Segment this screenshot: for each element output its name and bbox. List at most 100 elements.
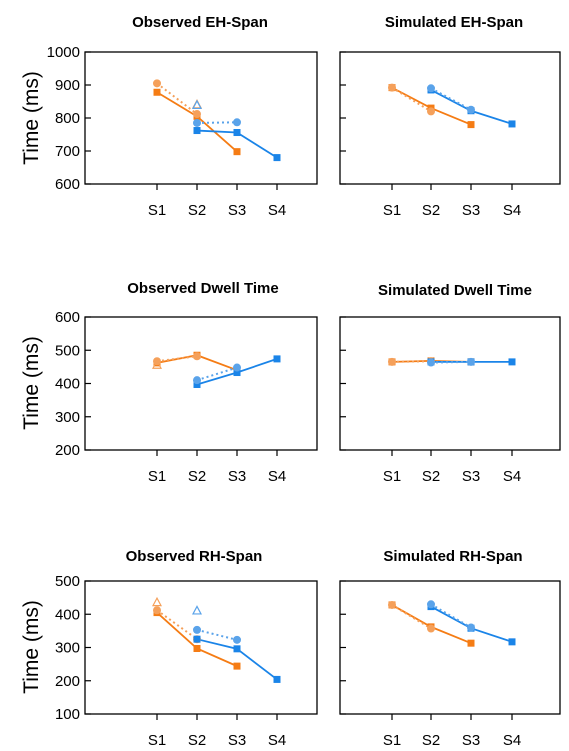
x-tick-label: S4 — [268, 202, 286, 219]
orange-circle-point — [153, 79, 161, 88]
y-tick-label: 800 — [55, 110, 80, 127]
y-tick-label: 100 — [55, 706, 80, 723]
blue-circle-point — [193, 118, 201, 127]
orange-square-point — [467, 121, 475, 129]
orange-triangle-point — [152, 596, 162, 607]
blue-circle-point — [467, 623, 475, 632]
x-tick-label: S1 — [383, 202, 401, 219]
y-tick-label: 300 — [55, 640, 80, 657]
blue-triangle-point — [192, 99, 202, 110]
orange-square-point — [233, 662, 241, 670]
x-tick-label: S4 — [503, 732, 521, 749]
chart-title: Observed Dwell Time — [127, 280, 278, 297]
y-tick-label: 200 — [55, 442, 80, 459]
x-tick-label: S2 — [422, 732, 440, 749]
orange-circle-series-line — [156, 609, 198, 640]
blue-circle-point — [427, 600, 435, 609]
blue-square-point — [233, 129, 241, 137]
x-tick-label: S1 — [148, 468, 166, 485]
blue-circle-series-line — [196, 366, 238, 382]
x-tick-label: S4 — [503, 468, 521, 485]
orange-circle-point — [388, 357, 396, 366]
y-tick-label: 1000 — [47, 44, 80, 61]
orange-square-point — [153, 88, 161, 96]
blue-square-point — [508, 358, 516, 366]
x-tick-label: S3 — [462, 202, 480, 219]
y-tick-label: 900 — [55, 77, 80, 94]
x-tick-label: S3 — [228, 202, 246, 219]
blue-circle-point — [193, 625, 201, 634]
blue-circle-point — [233, 635, 241, 644]
orange-square-point — [467, 639, 475, 647]
orange-circle-series-line — [156, 355, 198, 363]
x-tick-label: S2 — [188, 732, 206, 749]
y-tick-label: 400 — [55, 606, 80, 623]
x-tick-label: S1 — [148, 202, 166, 219]
plot-frame — [339, 51, 561, 185]
orange-circle-series-line — [156, 82, 198, 115]
blue-circle-series-line — [196, 628, 238, 641]
x-tick-label: S4 — [503, 202, 521, 219]
blue-circle-point — [193, 376, 201, 385]
blue-circle-point — [427, 84, 435, 93]
y-tick-label: 700 — [55, 143, 80, 160]
y-tick-label: 500 — [55, 573, 80, 590]
orange-square-point — [233, 148, 241, 156]
chart-title: Observed EH-Span — [132, 14, 268, 31]
blue-circle-series-line — [196, 121, 238, 124]
blue-circle-point — [233, 118, 241, 127]
x-tick-label: S4 — [268, 468, 286, 485]
chart-title: Observed RH-Span — [126, 548, 263, 565]
orange-square-point — [193, 644, 201, 652]
x-tick-label: S1 — [148, 732, 166, 749]
orange-circle-point — [388, 600, 396, 609]
y-tick-label: 500 — [55, 342, 80, 359]
x-tick-label: S1 — [383, 732, 401, 749]
blue-circle-point — [467, 105, 475, 114]
blue-square-point — [233, 369, 241, 377]
x-tick-label: S2 — [188, 202, 206, 219]
blue-square-point — [273, 355, 281, 363]
blue-circle-point — [467, 357, 475, 366]
plot-frame — [339, 316, 561, 451]
blue-triangle-point — [192, 605, 202, 615]
orange-circle-point — [427, 107, 435, 116]
blue-square-point — [508, 120, 516, 128]
x-tick-label: S2 — [188, 468, 206, 485]
plot-frame — [84, 580, 318, 715]
chart-title: Simulated RH-Span — [383, 548, 522, 565]
blue-square-point — [233, 645, 241, 653]
blue-square-point — [193, 635, 201, 643]
y-tick-label: 600 — [55, 176, 80, 193]
x-tick-label: S3 — [228, 468, 246, 485]
orange-circle-point — [388, 83, 396, 92]
y-tick-label: 600 — [55, 309, 80, 326]
blue-square-point — [273, 675, 281, 683]
blue-square-point — [193, 127, 201, 135]
y-axis-label: Time (ms) — [20, 71, 43, 165]
chart-title: Simulated EH-Span — [385, 14, 523, 31]
orange-circle-point — [193, 110, 201, 119]
y-tick-label: 300 — [55, 409, 80, 426]
x-tick-label: S3 — [462, 468, 480, 485]
x-tick-label: S4 — [268, 732, 286, 749]
blue-square-point — [273, 154, 281, 162]
blue-circle-point — [427, 358, 435, 367]
blue-circle-series-line — [430, 360, 472, 364]
plot-frame — [84, 51, 318, 185]
orange-circle-point — [427, 624, 435, 633]
orange-circle-series-line — [391, 360, 432, 363]
blue-square-point — [193, 380, 201, 388]
x-tick-label: S3 — [462, 732, 480, 749]
x-tick-label: S3 — [228, 732, 246, 749]
plot-frame — [339, 580, 561, 715]
blue-circle-point — [233, 363, 241, 372]
blue-square-point — [508, 638, 516, 646]
orange-triangle-point — [152, 359, 162, 369]
x-tick-label: S1 — [383, 468, 401, 485]
orange-circle-point — [193, 352, 201, 361]
y-axis-label: Time (ms) — [20, 600, 43, 694]
y-tick-label: 400 — [55, 376, 80, 393]
orange-circle-point — [153, 606, 161, 615]
